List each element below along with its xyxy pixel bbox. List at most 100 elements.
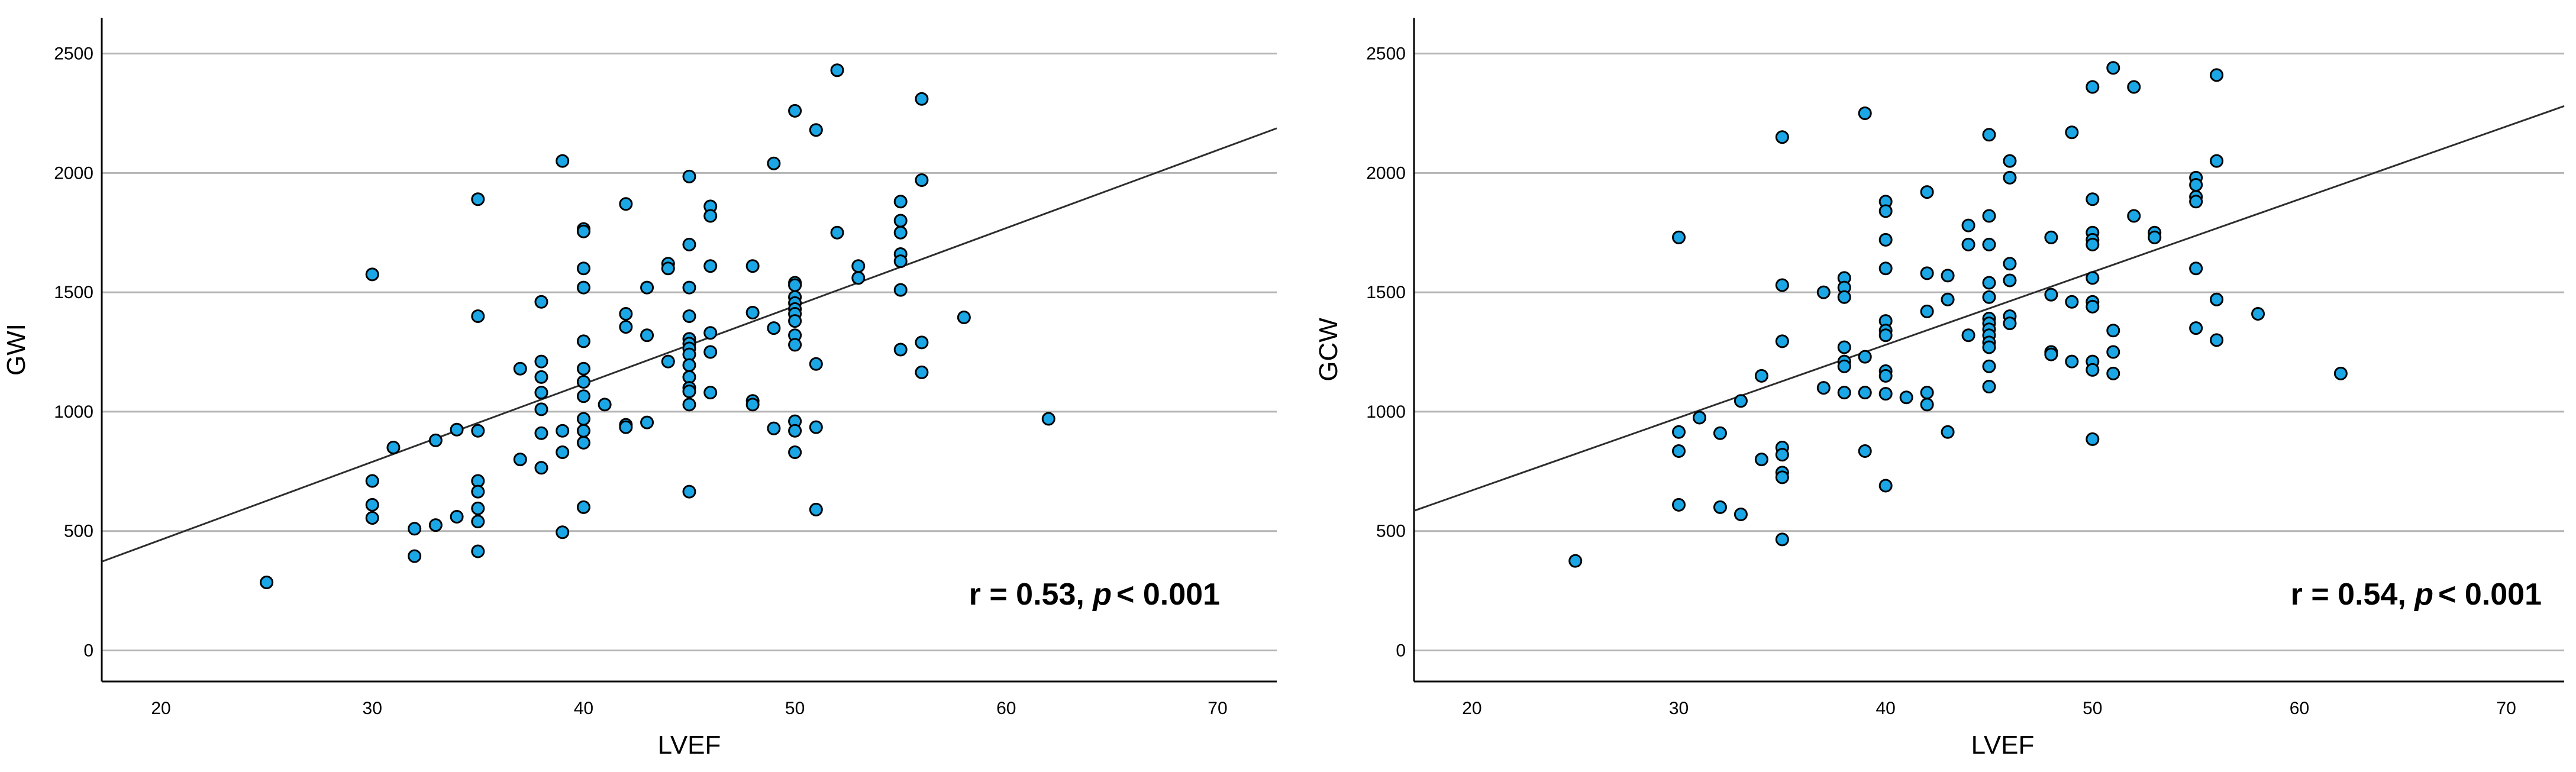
data-point: [703, 259, 718, 273]
y-tick-label: 0: [1396, 641, 1406, 661]
data-point: [915, 173, 929, 187]
data-point: [1775, 470, 1789, 484]
data-point: [2065, 125, 2079, 140]
data-point: [2106, 345, 2120, 359]
data-point: [1982, 128, 1996, 142]
data-point: [2044, 230, 2058, 244]
data-point: [767, 421, 781, 435]
data-point: [1858, 106, 1872, 120]
x-tick-label: 20: [151, 699, 170, 718]
data-point: [428, 518, 443, 532]
x-tick-label: 30: [1669, 699, 1689, 718]
data-point: [1982, 380, 1996, 394]
data-point: [1982, 237, 1996, 251]
data-point: [788, 314, 802, 328]
data-point: [471, 424, 485, 438]
data-point: [471, 515, 485, 529]
x-tick-label: 60: [996, 699, 1016, 718]
data-point: [915, 335, 929, 350]
x-tick-label: 70: [2496, 699, 2516, 718]
data-point: [1920, 386, 1934, 400]
data-point: [745, 398, 760, 412]
y-tick-label: 1000: [54, 402, 93, 422]
data-point: [1816, 381, 1831, 395]
data-point: [1693, 411, 1707, 425]
y-axis-label: GWI: [2, 324, 31, 376]
data-point: [513, 361, 527, 376]
data-point: [2086, 299, 2100, 314]
x-tick-label: 50: [785, 699, 805, 718]
correlation-r: r = 0.53,: [969, 577, 1093, 612]
data-point: [830, 63, 844, 77]
data-point: [1713, 500, 1727, 514]
data-point: [809, 357, 823, 371]
data-point: [471, 309, 485, 323]
data-point: [2086, 432, 2100, 446]
data-point: [534, 461, 548, 475]
data-point: [408, 522, 422, 536]
data-point: [1734, 507, 1748, 521]
data-point: [851, 259, 866, 273]
data-point: [2106, 324, 2120, 338]
x-axis-label: LVEF: [658, 731, 721, 760]
data-point: [1878, 204, 1893, 218]
p-value: < 0.001: [1116, 577, 1220, 612]
data-point: [767, 156, 781, 170]
data-point: [1858, 350, 1872, 364]
data-point: [576, 435, 590, 450]
data-point: [809, 123, 823, 137]
data-point: [1982, 276, 1996, 290]
data-point: [893, 195, 908, 209]
data-point: [1672, 444, 1686, 458]
data-point: [450, 510, 464, 524]
data-point: [2086, 80, 2100, 94]
y-tick-label: 0: [83, 641, 93, 661]
data-point: [661, 261, 675, 276]
data-point: [2210, 333, 2224, 347]
data-point: [745, 259, 760, 273]
data-point: [576, 224, 590, 238]
data-point: [1837, 290, 1851, 304]
data-point: [2127, 209, 2141, 223]
data-point: [2148, 230, 2162, 244]
data-point: [915, 92, 929, 106]
data-point: [598, 398, 612, 412]
y-tick-label: 2000: [54, 163, 93, 183]
data-point: [1878, 328, 1893, 343]
data-point: [915, 365, 929, 379]
data-point: [2127, 80, 2141, 94]
data-point: [893, 343, 908, 357]
data-point: [386, 440, 401, 454]
data-point: [1982, 359, 1996, 373]
data-point: [893, 214, 908, 228]
data-point: [534, 370, 548, 384]
data-point: [534, 402, 548, 416]
y-axis-label: GCW: [1314, 318, 1343, 382]
data-point: [682, 385, 696, 399]
data-point: [576, 500, 590, 514]
data-point: [2210, 292, 2224, 306]
data-point: [703, 209, 718, 223]
data-point: [2003, 273, 2017, 288]
data-point: [2106, 366, 2120, 380]
data-point: [619, 420, 633, 434]
data-point: [1858, 444, 1872, 458]
data-point: [365, 511, 379, 525]
data-point: [1920, 185, 1934, 199]
regression-line: [1413, 105, 2565, 512]
data-point: [788, 445, 802, 460]
y-tick-label: 500: [64, 522, 93, 541]
data-point: [576, 280, 590, 295]
data-point: [576, 374, 590, 389]
data-point: [450, 422, 464, 437]
data-point: [2065, 354, 2079, 369]
data-point: [576, 389, 590, 403]
data-point: [556, 424, 570, 438]
data-point: [640, 328, 654, 343]
y-tick-label: 1000: [1366, 402, 1406, 422]
data-point: [2189, 321, 2203, 335]
data-point: [1961, 328, 1975, 343]
data-point: [2003, 316, 2017, 331]
data-point: [1754, 369, 1768, 383]
data-point: [1775, 448, 1789, 462]
